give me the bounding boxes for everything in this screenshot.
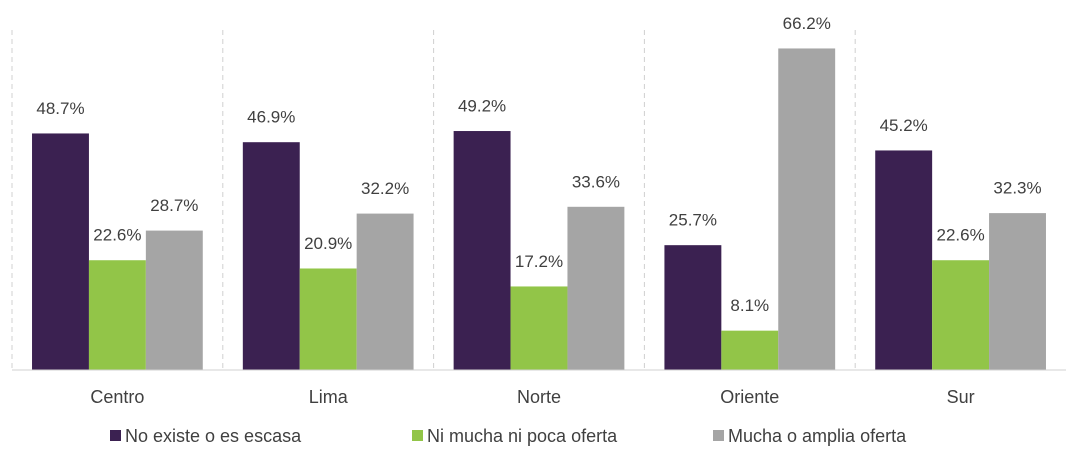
value-label: 8.1%	[730, 296, 769, 315]
value-label: 32.2%	[361, 179, 409, 198]
bar	[989, 213, 1046, 370]
legend-swatch	[412, 430, 423, 441]
value-label: 25.7%	[669, 211, 717, 230]
bar	[875, 150, 933, 370]
value-label: 33.6%	[572, 172, 620, 191]
bar	[145, 230, 203, 370]
value-label: 32.3%	[993, 179, 1041, 198]
value-label: 20.9%	[304, 234, 352, 253]
value-label: 45.2%	[880, 116, 928, 135]
x-tick-label: Lima	[309, 387, 349, 407]
value-label: 66.2%	[783, 14, 831, 33]
legend-swatch	[110, 430, 121, 441]
bar	[242, 142, 300, 370]
x-tick-label: Sur	[947, 387, 975, 407]
value-label: 22.6%	[93, 226, 141, 245]
legend-swatch	[713, 430, 724, 441]
value-label: 28.7%	[150, 196, 198, 215]
legend-label: Ni mucha ni poca oferta	[427, 426, 618, 446]
value-label: 49.2%	[458, 97, 506, 116]
bar	[778, 48, 836, 370]
value-label: 17.2%	[515, 252, 563, 271]
x-tick-label: Oriente	[720, 387, 779, 407]
bar	[567, 206, 625, 370]
bar	[664, 245, 722, 370]
bar	[356, 213, 414, 370]
bar	[32, 133, 89, 370]
legend-label: Mucha o amplia oferta	[728, 426, 907, 446]
value-label: 48.7%	[36, 99, 84, 118]
value-label: 22.6%	[936, 226, 984, 245]
bar	[88, 260, 146, 370]
bar	[932, 260, 990, 370]
x-tick-label: Norte	[517, 387, 561, 407]
value-label: 46.9%	[247, 108, 295, 127]
bar	[299, 268, 357, 370]
x-tick-label: Centro	[90, 387, 144, 407]
bar	[510, 286, 568, 370]
legend-label: No existe o es escasa	[125, 426, 302, 446]
bar	[453, 131, 511, 370]
bar	[721, 330, 779, 370]
